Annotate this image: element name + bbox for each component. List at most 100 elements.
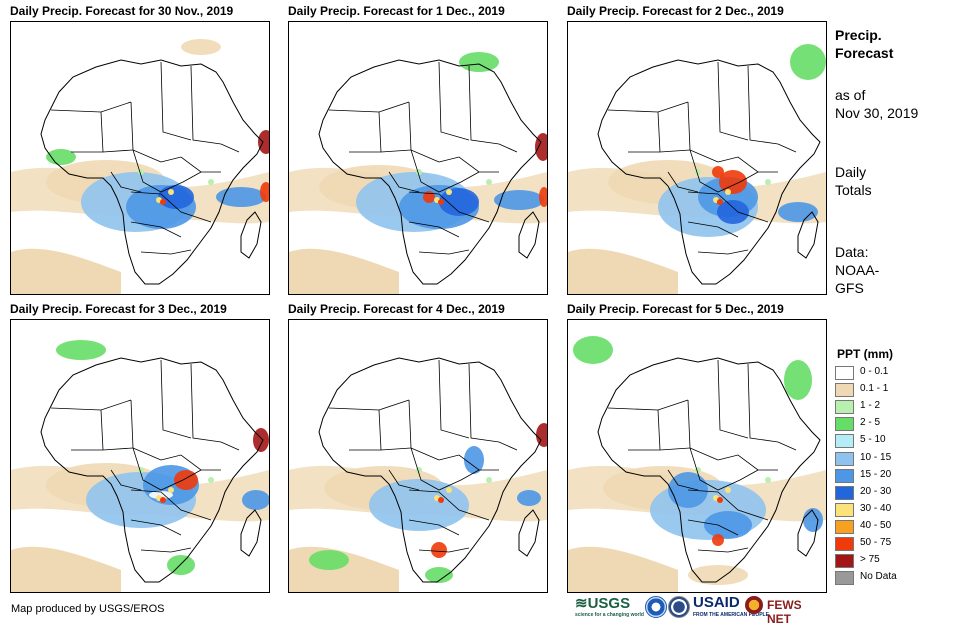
ocean-rain-band: [11, 546, 121, 592]
country-border: [468, 65, 500, 145]
legend-label: 10 - 15: [860, 451, 892, 463]
rain-area: [494, 190, 544, 210]
legend-swatch: [835, 417, 854, 432]
rain-spot: [765, 179, 771, 185]
africa-map-svg: [289, 357, 547, 592]
country-border: [388, 171, 420, 193]
country-border: [628, 149, 691, 153]
rain-area: [790, 44, 826, 80]
africa-coastline: [597, 357, 821, 583]
country-border: [438, 454, 499, 471]
country-border: [657, 409, 661, 451]
country-border: [777, 441, 797, 451]
country-border: [130, 191, 212, 223]
side-heading-1: Precip.: [835, 27, 882, 43]
rain-spot: [168, 189, 174, 195]
precip-map: [288, 319, 548, 593]
country-border: [687, 101, 719, 163]
country-border: [408, 101, 440, 163]
country-border: [160, 61, 192, 141]
country-border: [50, 399, 132, 411]
country-border: [410, 447, 480, 491]
africa-coastline: [40, 59, 264, 285]
credit-text: Map produced by USGS/EROS: [11, 603, 165, 615]
country-border: [687, 399, 719, 461]
rain-spot: [208, 477, 214, 483]
noaa-logo: [645, 596, 667, 618]
africa-map-svg: [289, 52, 547, 294]
legend-swatch: [835, 502, 854, 517]
panel-title: Daily Precip. Forecast for 3 Dec., 2019: [10, 302, 227, 316]
country-border: [328, 101, 410, 113]
legend-swatch: [835, 468, 854, 483]
country-border: [667, 469, 699, 491]
country-border: [378, 111, 382, 153]
rain-area: [260, 182, 269, 202]
ocean-rain-band: [289, 248, 399, 294]
country-border: [408, 519, 460, 536]
country-border: [418, 249, 470, 255]
as-of-label: as of: [835, 87, 866, 103]
data-source-3: GFS: [835, 280, 864, 296]
country-border: [689, 149, 759, 193]
rain-area: [459, 52, 499, 72]
madagascar-outline: [797, 211, 819, 259]
legend-label: 0 - 0.1: [860, 366, 889, 377]
country-border: [687, 519, 739, 536]
fews-net-logo: FEWS NET: [745, 596, 827, 626]
rain-area: [778, 202, 818, 222]
country-border: [130, 101, 162, 163]
legend-label: 20 - 30: [860, 485, 892, 497]
country-border: [100, 111, 104, 153]
country-border: [110, 469, 142, 491]
panel-title: Daily Precip. Forecast for 1 Dec., 2019: [288, 4, 505, 18]
legend-swatch: [835, 519, 854, 534]
country-border: [130, 519, 182, 536]
country-border: [697, 547, 749, 553]
country-border: [777, 143, 797, 153]
legend-label: 0.1 - 1: [860, 383, 889, 395]
africa-map-svg: [11, 39, 269, 294]
usgs-logo: ≋USGS science for a changing world: [575, 595, 644, 618]
africa-map-svg: [568, 44, 826, 294]
rain-spot: [438, 497, 444, 503]
rain-spot: [160, 497, 166, 503]
country-border: [71, 447, 134, 451]
country-border: [687, 191, 769, 223]
legend-swatch: [835, 571, 854, 586]
data-source-1: Data:: [835, 244, 869, 260]
rain-spot: [168, 487, 174, 493]
precip-map: [567, 21, 827, 295]
rain-spot: [725, 487, 731, 493]
country-border: [160, 359, 192, 439]
rain-spot: [160, 199, 166, 205]
panel-title: Daily Precip. Forecast for 30 Nov., 2019: [10, 4, 234, 18]
legend-label: 2 - 5: [860, 417, 881, 429]
country-border: [130, 221, 182, 238]
country-border: [408, 489, 490, 521]
country-border: [408, 399, 440, 461]
ocean-rain-band: [568, 248, 678, 294]
country-border: [132, 447, 202, 491]
country-border: [50, 101, 132, 113]
country-border: [408, 221, 460, 238]
country-border: [697, 249, 749, 255]
precip-map: [567, 319, 827, 593]
panel-title: Daily Precip. Forecast for 4 Dec., 2019: [288, 302, 505, 316]
madagascar-outline: [518, 509, 540, 557]
rain-area: [464, 446, 484, 474]
country-border: [667, 171, 699, 193]
country-border: [190, 363, 222, 443]
africa-coastline: [318, 357, 542, 583]
country-border: [468, 363, 500, 443]
country-border: [140, 547, 192, 553]
legend-swatch: [835, 434, 854, 449]
africa-coastline: [318, 59, 542, 285]
country-border: [747, 363, 779, 443]
rain-area: [539, 187, 547, 207]
country-border: [689, 447, 759, 491]
country-border: [100, 409, 104, 451]
data-source-2: NOAA-: [835, 262, 880, 278]
rain-area: [216, 187, 266, 207]
country-border: [607, 101, 689, 113]
